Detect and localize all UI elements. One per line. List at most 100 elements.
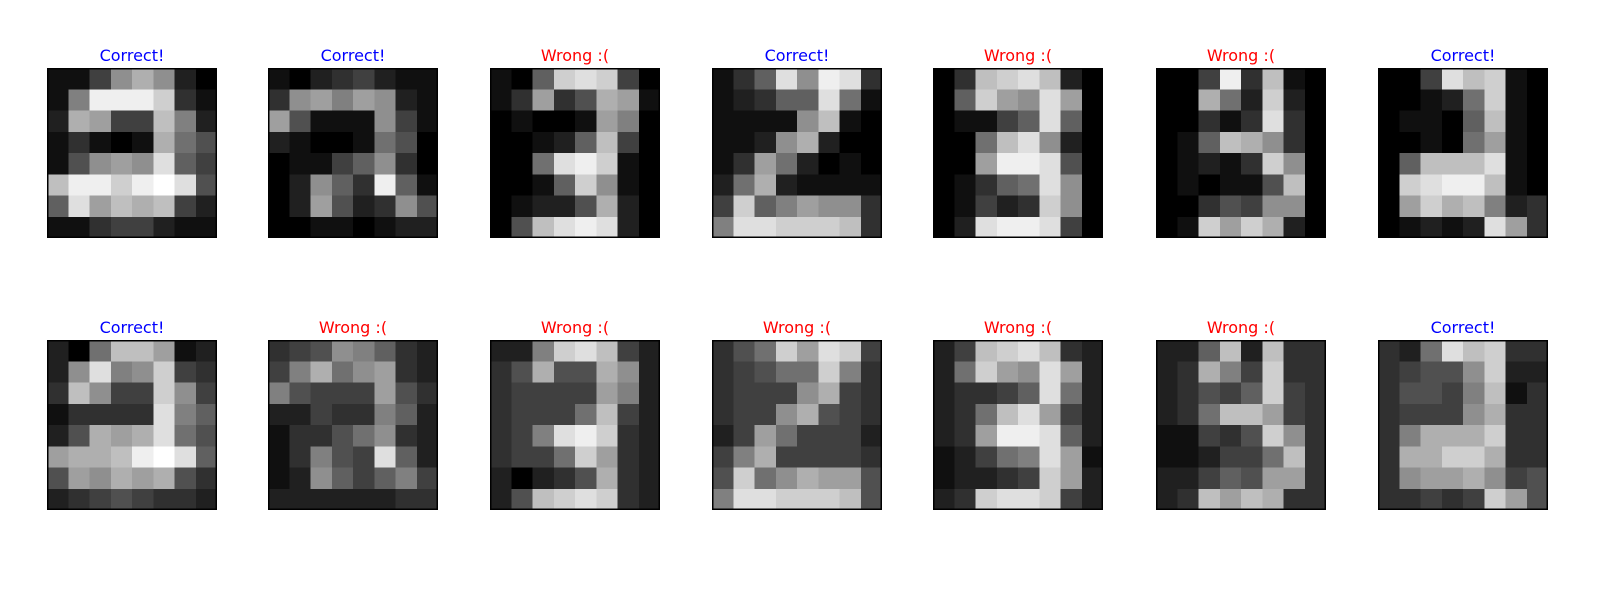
pixel-cell <box>1219 216 1242 238</box>
pixel-cell <box>132 195 154 218</box>
pixel-cell <box>1241 89 1263 111</box>
pixel-cell <box>268 195 290 218</box>
pixel-cell <box>754 131 777 154</box>
pixel-cell <box>353 382 375 405</box>
panel-title: Wrong :( <box>762 318 832 337</box>
pixel-cell <box>353 68 375 90</box>
pixel-cell <box>1505 153 1528 175</box>
pixel-cell <box>1399 153 1421 175</box>
pixel-cell <box>1526 174 1548 196</box>
pixel-cell <box>617 361 640 383</box>
pixel-cell <box>933 153 955 175</box>
pixel-cell <box>1060 382 1083 405</box>
pixel-cell <box>47 68 69 90</box>
pixel-cell <box>1156 446 1178 468</box>
pixel-cell <box>1420 153 1443 175</box>
pixel-cell <box>1378 131 1400 154</box>
pixel-cell <box>860 382 882 405</box>
pixel-cell <box>996 174 1019 196</box>
pixel-cell <box>68 174 90 196</box>
pixel-cell <box>289 110 311 133</box>
pixel-cell <box>511 68 533 90</box>
pixel-cell <box>712 174 734 196</box>
pixel-cell <box>860 425 882 447</box>
pixel-cell <box>839 425 862 447</box>
pixel-cell <box>1463 110 1485 133</box>
pixel-cell <box>1018 361 1040 383</box>
pixel-cell <box>1484 403 1506 426</box>
pixel-cell <box>132 361 154 383</box>
pixel-cell <box>1198 467 1221 490</box>
pixel-cell <box>818 488 840 510</box>
pixel-cell <box>1018 89 1040 111</box>
pixel-cell <box>1441 153 1464 175</box>
pixel-cell <box>89 382 112 405</box>
pixel-cell <box>1156 361 1178 383</box>
pixel-cell <box>310 89 333 111</box>
pixel-cell <box>174 361 197 383</box>
pixel-cell <box>1378 488 1400 510</box>
pixel-cell <box>1399 110 1421 133</box>
pixel-cell <box>617 195 640 218</box>
pixel-cell <box>1441 68 1464 90</box>
pixel-cell <box>353 403 375 426</box>
pixel-cell <box>490 153 512 175</box>
pixel-cell <box>68 68 90 90</box>
pixel-cell <box>1463 382 1485 405</box>
pixel-cell <box>1039 110 1061 133</box>
pixel-cell <box>797 361 819 383</box>
pixel-cell <box>1241 68 1263 90</box>
pixel-cell <box>511 403 533 426</box>
pixel-cell <box>1060 195 1083 218</box>
digit-image <box>933 68 1103 238</box>
pixel-cell <box>195 195 217 218</box>
pixel-cell <box>797 195 819 218</box>
pixel-cell <box>395 488 418 510</box>
pixel-cell <box>1198 131 1221 154</box>
pixel-cell <box>797 403 819 426</box>
pixel-cell <box>617 89 640 111</box>
pixel-cell <box>975 195 998 218</box>
pixel-cell <box>775 382 798 405</box>
pixel-cell <box>818 467 840 490</box>
pixel-cell <box>289 403 311 426</box>
pixel-cell <box>712 68 734 90</box>
pixel-cell <box>954 361 976 383</box>
pixel-cell <box>575 68 597 90</box>
pixel-cell <box>331 425 354 447</box>
pixel-cell <box>89 195 112 218</box>
pixel-cell <box>68 153 90 175</box>
pixel-cell <box>1219 340 1242 362</box>
pixel-cell <box>174 340 197 362</box>
pixel-cell <box>575 446 597 468</box>
pixel-cell <box>532 131 555 154</box>
pixel-cell <box>1505 195 1528 218</box>
pixel-cell <box>553 131 576 154</box>
pixel-cell <box>860 131 882 154</box>
pixel-cell <box>153 403 175 426</box>
pixel-cell <box>996 425 1019 447</box>
pixel-cell <box>1060 361 1083 383</box>
pixel-cell <box>596 216 618 238</box>
pixel-cell <box>1505 216 1528 238</box>
pixel-cell <box>775 195 798 218</box>
pixel-cell <box>1484 216 1506 238</box>
pixel-cell <box>1526 425 1548 447</box>
pixel-cell <box>1177 488 1199 510</box>
pixel-cell <box>353 467 375 490</box>
pixel-cell <box>490 488 512 510</box>
pixel-cell <box>1081 382 1103 405</box>
pixel-cell <box>416 110 438 133</box>
pixel-cell <box>1399 340 1421 362</box>
pixel-cell <box>1399 403 1421 426</box>
pixel-cell <box>1081 89 1103 111</box>
pixel-cell <box>1060 68 1083 90</box>
pixel-cell <box>1177 174 1199 196</box>
pixel-cell <box>490 361 512 383</box>
pixel-cell <box>1304 446 1326 468</box>
panel-frame <box>1156 340 1326 510</box>
pixel-cell <box>575 216 597 238</box>
pixel-cell <box>996 446 1019 468</box>
pixel-cell <box>754 340 777 362</box>
pixel-cell <box>975 89 998 111</box>
